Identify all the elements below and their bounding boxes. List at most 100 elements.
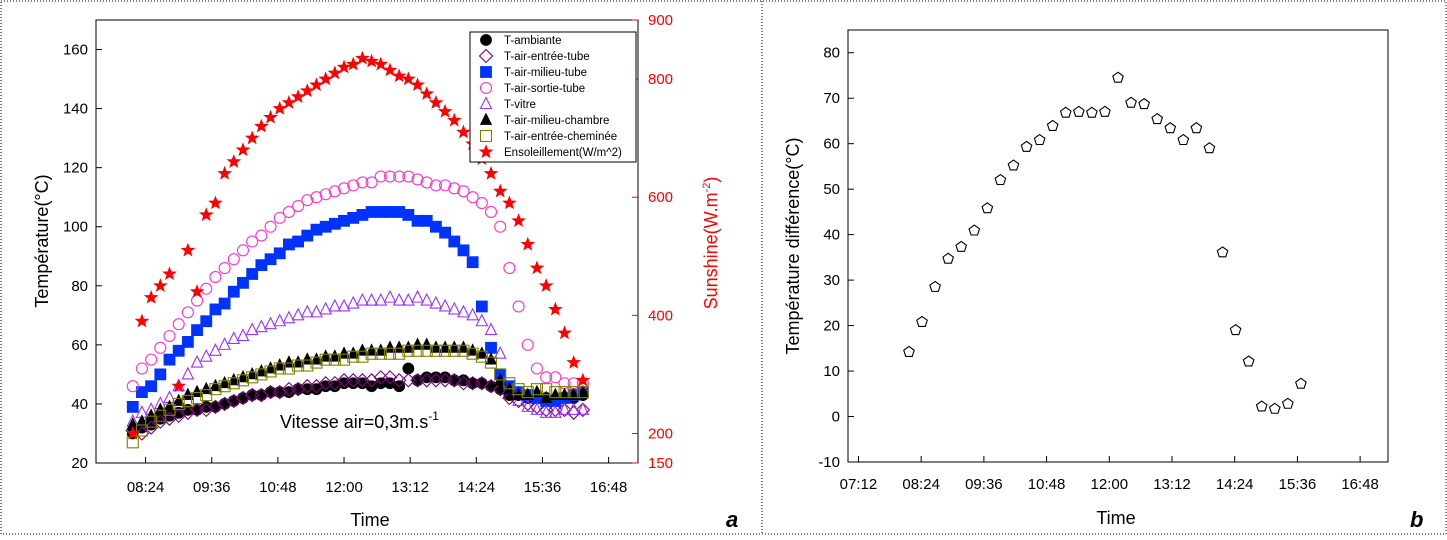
chart-a-point bbox=[429, 220, 442, 233]
chart-a-point bbox=[200, 381, 213, 395]
chart-b-point bbox=[1164, 122, 1177, 134]
chart-a-point bbox=[144, 408, 158, 421]
chart-a-y-tick-label: 120 bbox=[63, 160, 88, 177]
chart-a-x-tick-label: 14:24 bbox=[458, 479, 496, 496]
chart-a-point bbox=[457, 304, 470, 318]
chart-a-point bbox=[153, 278, 168, 292]
chart-a-point bbox=[235, 142, 251, 157]
chart-a-point bbox=[254, 118, 269, 133]
chart-b-x-tick-label: 14:24 bbox=[1216, 476, 1254, 493]
chart-a-point bbox=[255, 368, 268, 381]
chart-a-y-axis: 20 40 60 80 100 120 140 160 bbox=[63, 42, 102, 472]
chart-a-y2-axis: 150 200 400 600 800 900 bbox=[632, 12, 673, 472]
chart-a-point bbox=[438, 340, 452, 353]
chart-a-point bbox=[180, 242, 196, 257]
chart-a-legend-marker bbox=[480, 66, 492, 78]
chart-b-plot-area bbox=[847, 29, 1389, 463]
chart-b-y-tick-label: 0 bbox=[832, 409, 840, 426]
chart-b-point bbox=[1033, 133, 1046, 146]
chart-a-point bbox=[474, 375, 490, 391]
chart-a-x-tick-label: 16:48 bbox=[590, 479, 628, 496]
chart-a-point bbox=[494, 220, 507, 233]
chart-a-point bbox=[218, 380, 231, 393]
chart-a-point bbox=[190, 354, 204, 368]
chart-a-point bbox=[411, 337, 424, 350]
chart-a-point bbox=[448, 344, 461, 357]
chart-a-point bbox=[319, 353, 332, 366]
chart-b-y-tick-label: 30 bbox=[823, 272, 840, 289]
chart-a-point bbox=[310, 191, 323, 204]
chart-a-point bbox=[163, 353, 176, 366]
chart-a-point bbox=[255, 229, 268, 242]
chart-a-point bbox=[209, 383, 222, 396]
chart-a-point bbox=[145, 380, 158, 393]
chart-a-point bbox=[503, 381, 516, 395]
chart-a-point bbox=[282, 205, 295, 219]
chart-a-point bbox=[558, 387, 571, 400]
chart-a-point bbox=[135, 362, 148, 375]
chart-a-point bbox=[135, 424, 148, 437]
chart-a-point bbox=[512, 393, 525, 407]
chart-a-point bbox=[180, 405, 196, 421]
chart-a-y2-tick-label: 900 bbox=[648, 12, 673, 29]
chart-a-point bbox=[301, 194, 314, 207]
chart-a-y2-tick-label: 200 bbox=[648, 425, 673, 442]
chart-a-point bbox=[466, 191, 479, 204]
chart-a-point bbox=[226, 393, 242, 409]
chart-a-point bbox=[566, 354, 581, 369]
chart-a-point bbox=[567, 386, 580, 399]
chart-a-point bbox=[402, 209, 415, 221]
chart-a-point bbox=[227, 253, 240, 266]
chart-a-point bbox=[356, 350, 369, 363]
chart-a-point bbox=[126, 380, 139, 393]
chart-a-point bbox=[282, 355, 296, 368]
chart-a-point bbox=[558, 386, 571, 399]
chart-b-x-tick-label: 08:24 bbox=[902, 476, 940, 493]
chart-a-point bbox=[319, 301, 333, 315]
chart-a-legend-label: T-air-sortie-tube bbox=[504, 83, 585, 95]
chart-a-point bbox=[218, 375, 231, 389]
chart-a-point bbox=[236, 244, 250, 257]
chart-a-x-axis: 08:24 09:36 10:48 12:00 13:12 14:24 15:36 16:48 bbox=[127, 457, 628, 496]
chart-a-legend-marker bbox=[478, 144, 494, 159]
chart-a-point bbox=[191, 391, 204, 405]
chart-a-point bbox=[402, 170, 415, 183]
chart-b-point bbox=[1242, 355, 1255, 367]
chart-a-point bbox=[292, 200, 305, 213]
chart-a-point bbox=[318, 71, 333, 86]
chart-a-point bbox=[227, 377, 240, 390]
chart-a-y2-tick-label: 150 bbox=[648, 455, 673, 472]
chart-a-point bbox=[439, 226, 451, 239]
chart-a-point bbox=[126, 400, 139, 413]
chart-a-x-tick-label: 15:36 bbox=[524, 479, 562, 496]
chart-b-point bbox=[1281, 397, 1294, 409]
chart-a-point bbox=[538, 278, 554, 292]
chart-a-y-tick-label: 80 bbox=[71, 278, 88, 295]
chart-a-point bbox=[383, 347, 397, 360]
chart-a-point bbox=[448, 340, 461, 353]
chart-b-panel-label: b bbox=[1410, 507, 1423, 532]
chart-a-point bbox=[136, 386, 148, 399]
chart-b-point bbox=[903, 345, 915, 357]
chart-a-point bbox=[264, 365, 277, 378]
chart-a-point bbox=[512, 300, 525, 313]
chart-b-y-tick-label: 70 bbox=[823, 90, 840, 107]
chart-a-point bbox=[392, 292, 406, 306]
chart-b-point bbox=[1216, 246, 1229, 258]
chart-a-point bbox=[419, 86, 434, 101]
chart-a-point bbox=[181, 336, 194, 348]
chart-b-point bbox=[1125, 96, 1137, 108]
chart-a-point bbox=[290, 381, 306, 397]
chart-a-point bbox=[319, 188, 332, 201]
chart-a-series-6 bbox=[126, 344, 589, 449]
chart-a-point bbox=[172, 318, 185, 331]
chart-a-point bbox=[530, 362, 543, 375]
chart-b-y-tick-label: 50 bbox=[823, 181, 840, 198]
chart-a-point bbox=[437, 103, 453, 118]
chart-a-point bbox=[429, 295, 443, 309]
chart-a-y2-tick-label: 600 bbox=[648, 189, 673, 206]
chart-a-point bbox=[521, 399, 535, 412]
chart-a-point bbox=[145, 353, 158, 366]
chart-a-x-tick-label: 13:12 bbox=[391, 479, 429, 496]
chart-a-point bbox=[410, 77, 425, 92]
